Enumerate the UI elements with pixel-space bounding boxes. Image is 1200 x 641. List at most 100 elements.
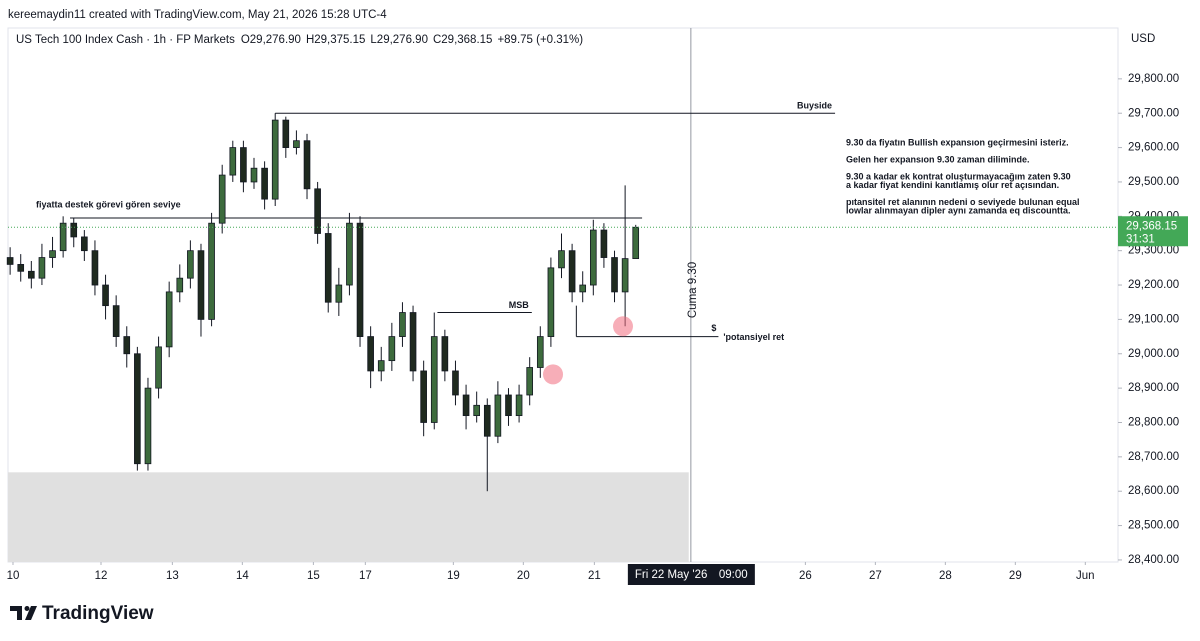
candle-body — [526, 367, 534, 396]
legend-name: US Tech 100 Index Cash · 1h · FP Markets — [16, 34, 235, 46]
level-note: 'potansiyel ret — [723, 332, 784, 342]
candle-body — [197, 250, 205, 320]
y-tick-label: 29,200.00 — [1128, 279, 1179, 291]
candle-body — [293, 140, 300, 148]
x-tick-label: Jun — [1076, 570, 1095, 582]
crosshair-date: Fri 22 May '26 — [635, 569, 708, 581]
crosshair-time: 09:00 — [719, 569, 748, 581]
y-tick-label: 29,500.00 — [1128, 176, 1179, 188]
level-label: $ — [711, 323, 716, 333]
candle-body — [600, 229, 608, 258]
candle-body — [377, 360, 385, 372]
candle-body — [70, 222, 78, 238]
marker — [543, 364, 564, 385]
brand: TradingView — [42, 603, 154, 624]
note: 9.30 a kadar ek kontrat oluşturmayacağım… — [846, 171, 1071, 181]
candle-body — [59, 222, 67, 252]
candle-body — [452, 370, 459, 396]
x-tick-label: 20 — [517, 570, 530, 582]
note: Gelen her expansıon 9.30 zaman diliminde… — [846, 154, 1030, 164]
y-tick-label: 28,600.00 — [1128, 485, 1179, 497]
y-tick-label: 29,300.00 — [1128, 245, 1179, 257]
crosshair-date-box — [627, 564, 755, 585]
candle-body — [282, 119, 290, 148]
x-tick-label: 14 — [236, 570, 249, 582]
candle-body — [558, 250, 565, 269]
note: 9.30 da fiyatın Bullish expansıon geçirm… — [846, 137, 1069, 147]
candle-body — [165, 291, 173, 348]
level-label: MSB — [509, 300, 530, 310]
y-tick-label: 28,800.00 — [1128, 417, 1179, 429]
level-label: fiyatta destek görevi gören seviye — [36, 199, 181, 209]
x-tick-label: 10 — [7, 570, 20, 582]
candle-body — [399, 312, 406, 337]
x-tick-label: 12 — [95, 570, 108, 582]
candle-body — [483, 404, 491, 437]
x-tick-label: 15 — [307, 570, 320, 582]
candle-body — [6, 257, 14, 265]
candle-body — [81, 236, 88, 252]
y-tick-label: 29,700.00 — [1128, 107, 1179, 119]
candle-body — [229, 147, 237, 176]
candle-body — [611, 257, 618, 293]
candle-body — [155, 346, 162, 389]
last-price-label: 29,368.15 — [1126, 220, 1177, 232]
last-price-box — [1118, 216, 1188, 247]
candle-body — [462, 394, 470, 417]
candle-body — [261, 167, 268, 200]
level-label: Buyside — [797, 101, 832, 111]
logo: TradingView — [10, 603, 154, 624]
x-tick-label: 13 — [166, 570, 179, 582]
zone — [8, 472, 689, 562]
x-tick-label: 19 — [447, 570, 460, 582]
legend-value: O29,276.90 — [241, 34, 301, 46]
candle-body — [112, 305, 120, 337]
candle-body — [271, 119, 279, 200]
candle-body — [187, 250, 194, 279]
currency: USD — [1131, 33, 1155, 45]
candle-body — [420, 370, 427, 423]
candle-body — [473, 404, 480, 417]
legend-value: H29,375.15 — [306, 34, 365, 46]
y-tick-label: 29,800.00 — [1128, 73, 1179, 85]
candle-body — [303, 140, 311, 190]
candle-body — [240, 147, 247, 183]
note: a kadar fiyat kendini kanıtlamış olur re… — [846, 180, 1059, 190]
x-tick-label: 28 — [939, 570, 952, 582]
candle-body — [38, 257, 46, 279]
candle-body — [208, 222, 215, 320]
y-tick-label: 29,000.00 — [1128, 348, 1179, 360]
candle-body — [621, 258, 629, 293]
attribution: kereemaydin11 created with TradingView.c… — [8, 9, 387, 21]
candle-body — [176, 277, 184, 293]
candle-body — [324, 233, 332, 303]
candle-body — [102, 284, 109, 307]
candle-body — [335, 284, 343, 303]
candle-body — [547, 267, 555, 337]
legend-value: +89.75 (+0.31%) — [497, 34, 583, 46]
candle-body — [346, 222, 353, 286]
candle-body — [250, 167, 258, 183]
candle-body — [388, 336, 396, 362]
candle-body — [568, 250, 576, 293]
legend-value: L29,276.90 — [370, 34, 428, 46]
note: lowlar alınmayan dipler aynı zamanda eq … — [846, 205, 1071, 215]
x-tick-label: 17 — [359, 570, 372, 582]
y-tick-label: 29,100.00 — [1128, 313, 1179, 325]
candle-body — [632, 226, 640, 260]
countdown: 31:31 — [1126, 233, 1155, 245]
marker — [613, 316, 633, 337]
y-tick-label: 28,500.00 — [1128, 520, 1179, 532]
y-tick-label: 28,700.00 — [1128, 451, 1179, 463]
candle-body — [589, 229, 597, 286]
x-tick-label: 26 — [799, 570, 812, 582]
y-tick-label: 29,600.00 — [1128, 142, 1179, 154]
x-tick-label: 21 — [588, 570, 601, 582]
candle-body — [49, 250, 56, 258]
x-tick-label: 29 — [1009, 570, 1022, 582]
candle-body — [430, 336, 438, 423]
candle-body — [505, 394, 512, 417]
candle-body — [134, 353, 141, 465]
candle-body — [409, 312, 417, 372]
